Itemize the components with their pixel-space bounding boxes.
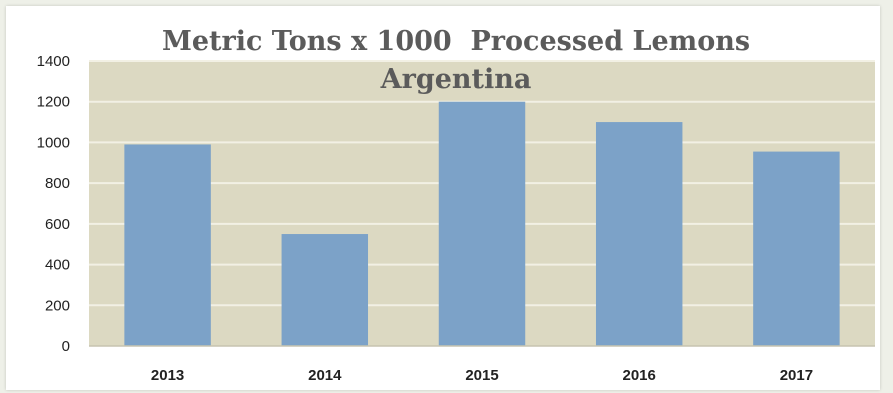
y-tick-label: 1000 bbox=[37, 134, 70, 151]
y-tick-label: 400 bbox=[45, 257, 70, 274]
bar-2015 bbox=[438, 101, 526, 346]
y-tick-label: 200 bbox=[45, 297, 70, 314]
y-tick-label: 1200 bbox=[37, 94, 70, 111]
bar-2013 bbox=[124, 144, 211, 346]
bar-2016 bbox=[595, 122, 683, 346]
chart-title: Metric Tons x 1000 Processed Lemons bbox=[162, 26, 750, 57]
bar-2014 bbox=[281, 234, 369, 346]
chart-subtitle: Argentina bbox=[380, 64, 532, 95]
bars bbox=[124, 101, 840, 346]
y-tick-label: 800 bbox=[45, 175, 70, 192]
bar-2017 bbox=[753, 151, 840, 346]
y-tick-label: 0 bbox=[62, 338, 70, 355]
x-tick-label: 2017 bbox=[780, 367, 813, 384]
y-tick-label: 1400 bbox=[37, 53, 70, 70]
x-tick-label: 2014 bbox=[308, 367, 342, 384]
x-tick-label: 2015 bbox=[465, 367, 498, 384]
y-tick-label: 600 bbox=[45, 216, 70, 233]
x-tick-labels: 2013 2014 2015 2016 2017 bbox=[151, 367, 813, 384]
x-tick-label: 2013 bbox=[151, 367, 184, 384]
y-tick-labels: 0 200 400 600 800 1000 1200 1400 bbox=[37, 53, 70, 355]
x-tick-label: 2016 bbox=[623, 367, 656, 384]
